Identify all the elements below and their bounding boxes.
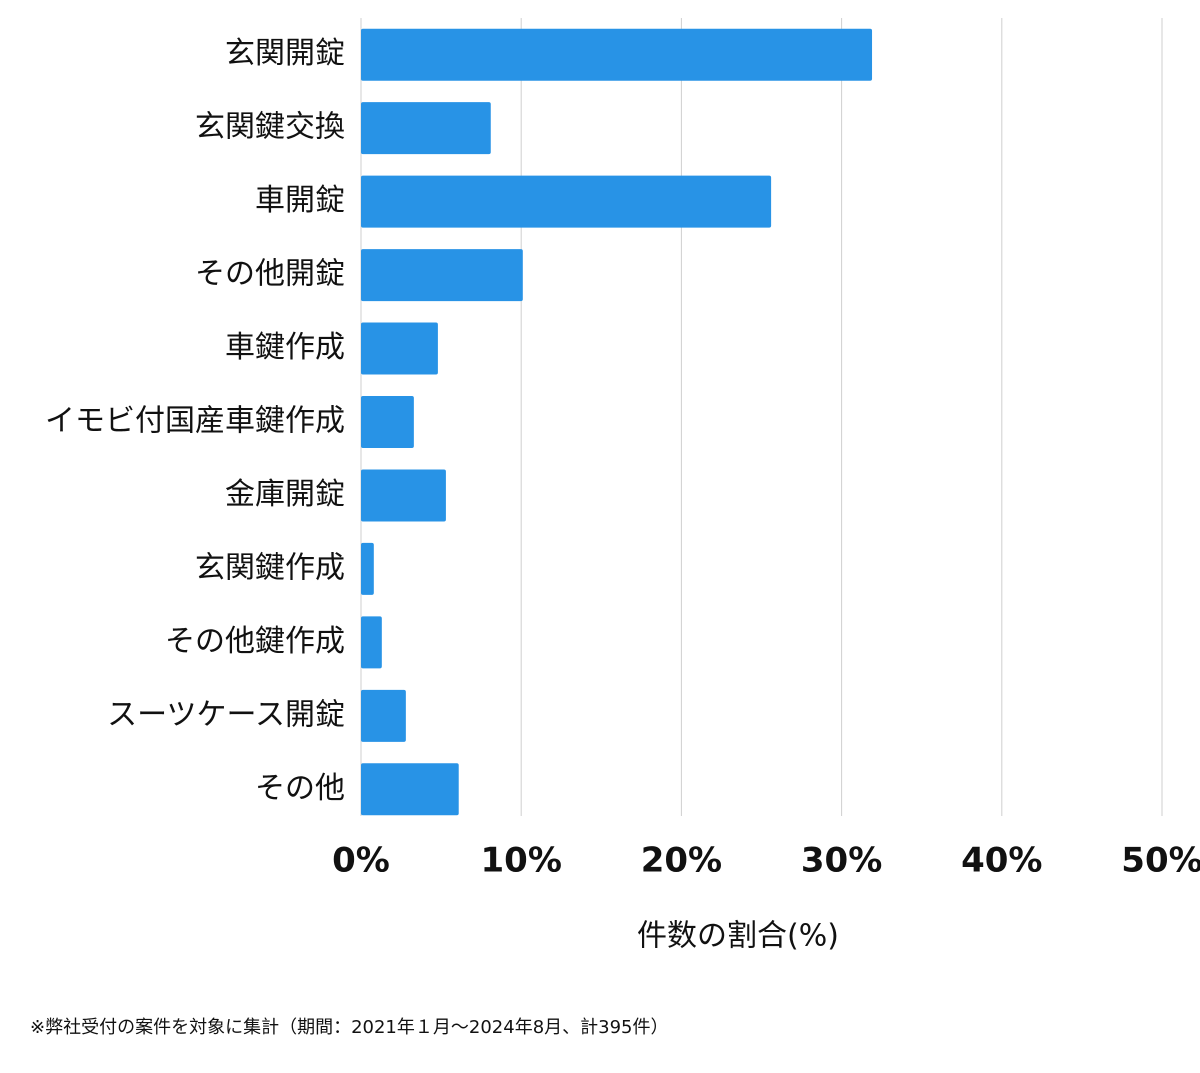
x-axis-label: 件数の割合(%) <box>637 919 839 954</box>
y-tick-label: 車鍵作成 <box>225 330 345 365</box>
y-tick-label: 玄関開錠 <box>225 36 345 71</box>
x-tick-label: 30% <box>801 841 882 881</box>
bar <box>361 689 406 742</box>
footnote: ※弊社受付の案件を対象に集計（期間：2021年１月〜2024年8月、計395件） <box>30 1017 669 1038</box>
y-tick-label: その他開錠 <box>195 257 345 292</box>
x-tick-label: 0% <box>332 841 390 881</box>
x-tick-label: 40% <box>961 841 1042 881</box>
y-tick-label: 金庫開錠 <box>225 477 345 512</box>
y-tick-label: 玄関鍵交換 <box>195 110 345 145</box>
bar <box>361 542 374 595</box>
y-tick-label: その他鍵作成 <box>165 624 345 659</box>
bar <box>361 175 772 228</box>
bar <box>361 763 459 816</box>
y-tick-label: その他 <box>255 771 345 806</box>
bar <box>361 396 414 448</box>
bar <box>361 28 873 81</box>
x-tick-label: 10% <box>481 841 562 881</box>
y-tick-label: スーツケース開錠 <box>107 697 345 732</box>
y-tick-label: 玄関鍵作成 <box>195 550 345 585</box>
x-tick-label: 50% <box>1121 841 1200 881</box>
x-tick-label: 20% <box>641 841 722 881</box>
bar <box>361 616 382 669</box>
y-tick-label: イモビ付国産車鍵作成 <box>45 404 345 439</box>
bar <box>361 249 523 302</box>
bar <box>361 469 446 522</box>
bar <box>361 322 438 375</box>
y-tick-label: 車開錠 <box>255 183 345 218</box>
bar <box>361 102 491 155</box>
